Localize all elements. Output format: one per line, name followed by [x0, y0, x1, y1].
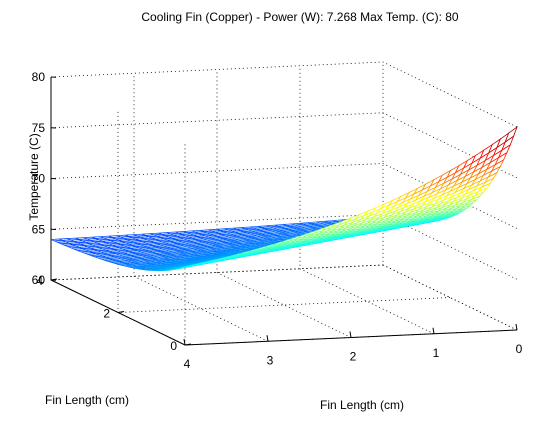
grid-line [51, 265, 517, 330]
x-axis-label: Fin Length (cm) [320, 398, 404, 412]
x-tick-mark [350, 332, 351, 338]
y-axis-label: Fin Length (cm) [45, 393, 129, 407]
surface-mesh [51, 127, 517, 271]
grid-line [134, 73, 268, 341]
grid-line [217, 70, 351, 338]
y-tick-label: 2 [103, 307, 110, 321]
grid-line [51, 113, 517, 178]
x-tick-mark [267, 335, 268, 341]
x-tick-mark [516, 324, 517, 330]
chart-title: Cooling Fin (Copper) - Power (W): 7.268 … [141, 10, 459, 24]
y-tick-label: 0 [170, 339, 177, 353]
z-tick-label: 65 [32, 222, 46, 236]
z-tick-label: 80 [32, 70, 46, 84]
y-tick-mark [51, 279, 57, 280]
z-axis-label: Temperature (C) [27, 133, 41, 220]
grid-line [51, 62, 517, 127]
z-tick-label: 75 [32, 121, 46, 135]
x-tick-label: 1 [433, 346, 440, 360]
y-tick-label: 4 [36, 274, 43, 288]
y-tick-mark [118, 312, 124, 313]
x-tick-mark [433, 328, 434, 334]
x-tick-label: 3 [267, 353, 274, 367]
x-tick-label: 4 [184, 357, 191, 371]
x-tick-label: 2 [350, 350, 357, 364]
x-tick-label: 0 [516, 342, 523, 356]
